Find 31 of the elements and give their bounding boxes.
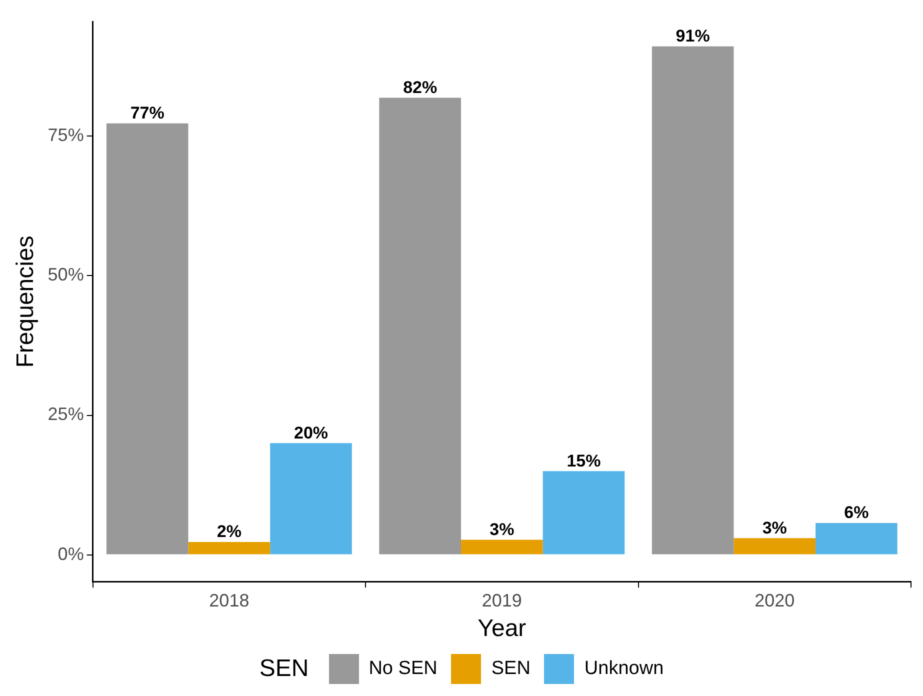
legend-label: No SEN [368,658,438,680]
data-label: 77% [130,104,164,123]
y-tick-label: 0% [58,544,84,564]
y-tick-label: 75% [48,125,84,146]
bar [542,471,625,554]
x-axis-title: Year [478,615,526,642]
bar [734,538,816,554]
x-tick-label: 2020 [754,590,795,610]
x-tick-label: 2018 [209,590,250,610]
data-label: 3% [490,520,514,539]
x-tick-label: 2019 [482,590,522,610]
y-tick-label: 50% [48,264,84,285]
legend-label: SEN [491,658,530,680]
bar [270,443,352,554]
data-label: 91% [676,26,710,46]
y-axis-title: Frequencies [12,236,40,368]
data-label: 20% [294,423,328,442]
bar [652,46,734,554]
data-label: 3% [762,518,787,538]
data-label: 2% [216,522,242,542]
legend-title: SEN [259,655,309,683]
data-label: 82% [403,78,438,97]
data-label: 15% [566,451,601,470]
bar [816,522,898,554]
bar [461,540,543,554]
bar [188,542,270,554]
legend-label: Unknown [584,658,664,680]
bar [379,98,462,554]
data-label: 6% [844,503,869,522]
y-tick-label: 25% [48,404,84,424]
bar [106,123,188,554]
